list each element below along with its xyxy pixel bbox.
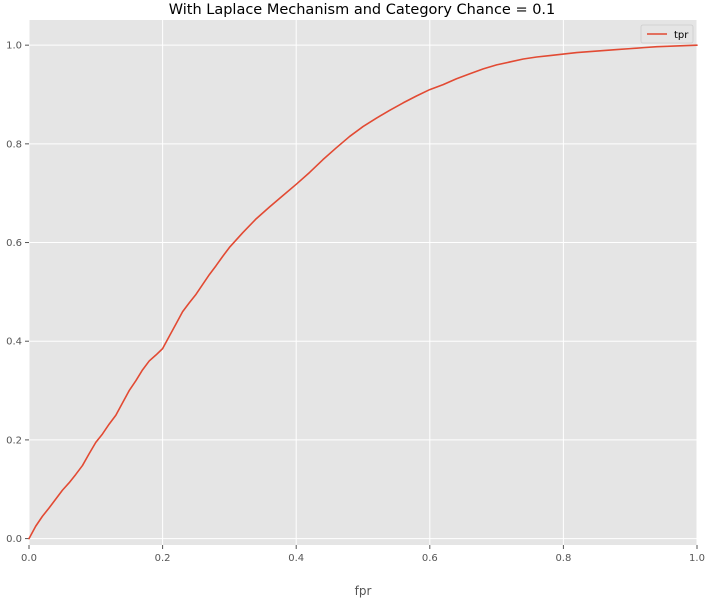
y-tick-label: 0.6 — [6, 238, 22, 249]
x-tick-label: 1.0 — [689, 553, 705, 564]
legend: tpr — [640, 24, 694, 44]
y-tick-label: 1.0 — [6, 41, 22, 52]
y-tick-label: 0.2 — [6, 435, 22, 446]
plot-area — [29, 20, 697, 545]
chart-title: With Laplace Mechanism and Category Chan… — [169, 2, 556, 18]
x-tick-label: 0.8 — [555, 553, 571, 564]
y-tick-label: 0.4 — [6, 337, 22, 348]
series-line-tpr — [28, 44, 698, 540]
y-tick-label: 0.8 — [6, 139, 22, 150]
legend-label-tpr: tpr — [674, 30, 689, 41]
x-tick-label: 0.0 — [21, 553, 37, 564]
x-tick-label: 0.4 — [288, 553, 304, 564]
x-axis-label: fpr — [355, 584, 372, 598]
series-layer — [28, 44, 698, 540]
x-tick-label: 0.6 — [422, 553, 438, 564]
x-tick-label: 0.2 — [155, 553, 171, 564]
grid — [28, 20, 698, 545]
y-tick-label: 0.0 — [6, 534, 22, 545]
axis-ticks: 0.0 0.2 0.4 0.6 0.8 1.0 0.0 0.2 0.4 0.6 0.8 1.0 — [6, 41, 705, 564]
